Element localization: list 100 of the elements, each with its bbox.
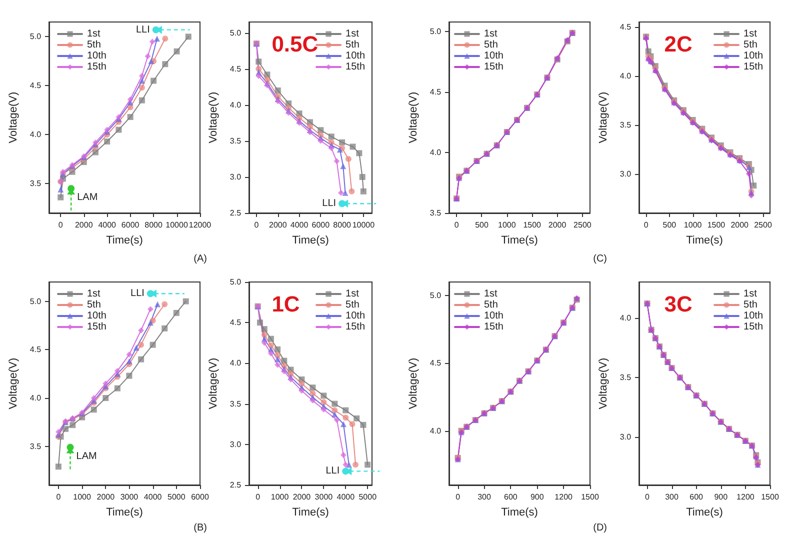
legend-label: 15th xyxy=(744,322,764,332)
y-tick-label: 3.0 xyxy=(620,432,632,442)
x-tick-label: 1500 xyxy=(707,220,726,230)
x-tick-label: 0 xyxy=(644,220,649,230)
x-axis-title: Time(s) xyxy=(501,506,538,518)
x-tick-label: 0 xyxy=(456,492,461,502)
y-axis-title: Voltage(V) xyxy=(408,358,420,410)
legend-label: 5th xyxy=(87,40,101,50)
y-tick-label: 5.0 xyxy=(230,278,242,286)
y-tick-label: 5.0 xyxy=(230,28,242,38)
annotation: LAM xyxy=(76,450,97,462)
x-tick-label: 4000 xyxy=(336,492,356,502)
legend-label: 5th xyxy=(484,40,498,50)
x-tick-label: 500 xyxy=(662,220,677,230)
x-tick-label: 1000 xyxy=(684,220,702,230)
y-tick-label: 4.5 xyxy=(30,81,42,90)
legend-label: 1st xyxy=(346,28,360,40)
x-tick-label: 1000 xyxy=(270,492,290,502)
text: (A) xyxy=(194,254,208,264)
y-axis-title: Voltage(V) xyxy=(408,92,420,144)
legend-label: 15th xyxy=(484,322,504,332)
legend-label: 10th xyxy=(346,50,366,62)
chart-title: 0.5C xyxy=(272,32,318,56)
x-tick-label: 0 xyxy=(644,492,650,502)
y-axis-title: Voltage(V) xyxy=(208,358,220,410)
x-tick-label: 1500 xyxy=(523,220,542,230)
legend-label: 15th xyxy=(346,322,366,332)
legend-label: 1st xyxy=(87,288,101,300)
y-tick-label: 5.0 xyxy=(430,291,442,300)
x-axis-title: Time(s) xyxy=(106,234,143,246)
annotation: LLI xyxy=(130,288,144,300)
legend-label: 1st xyxy=(744,28,758,40)
legend-label: 1st xyxy=(87,28,101,40)
x-tick-label: 0 xyxy=(256,492,261,502)
x-tick-label: 5000 xyxy=(358,492,378,502)
x-tick-label: 4000 xyxy=(290,220,309,230)
y-axis-title: Voltage(V) xyxy=(598,358,610,410)
x-tick-label: 500 xyxy=(475,220,489,230)
x-tick-label: 900 xyxy=(530,492,544,502)
x-tick-label: 2500 xyxy=(754,220,772,230)
y-axis-title: Voltage(V) xyxy=(8,92,20,144)
x-tick-label: 3000 xyxy=(120,492,139,502)
legend-label: 10th xyxy=(346,310,366,322)
x-axis-title: Time(s) xyxy=(106,506,143,518)
x-tick-label: 0 xyxy=(254,220,260,230)
y-axis-title: Voltage(V) xyxy=(8,358,20,410)
y-tick-label: 4.5 xyxy=(430,358,442,368)
x-tick-label: 2000 xyxy=(96,492,116,502)
x-tick-label: 6000 xyxy=(312,220,330,230)
legend-label: 10th xyxy=(744,310,764,322)
y-tick-label: 4.0 xyxy=(30,394,42,402)
x-tick-label: 10000 xyxy=(166,220,188,230)
y-axis-title: Voltage(V) xyxy=(208,92,220,144)
y-tick-label: 4.0 xyxy=(230,358,242,368)
y-tick-label: 4.5 xyxy=(30,345,42,354)
y-tick-label: 4.0 xyxy=(620,71,632,80)
x-tick-label: 4000 xyxy=(144,492,162,502)
chart-title: 3C xyxy=(664,292,692,316)
y-tick-label: 4.0 xyxy=(430,148,442,158)
y-tick-label: 4.0 xyxy=(230,100,242,110)
x-tick-label: 1500 xyxy=(761,492,780,502)
x-tick-label: 0 xyxy=(58,220,64,230)
legend-label: 5th xyxy=(87,300,101,310)
x-tick-label: 2000 xyxy=(292,492,312,502)
legend-label: 15th xyxy=(744,62,764,72)
y-tick-label: 3.0 xyxy=(230,172,242,182)
x-axis-title: Time(s) xyxy=(501,234,538,246)
y-tick-label: 3.5 xyxy=(430,208,442,218)
x-tick-label: 1000 xyxy=(498,220,516,230)
legend-label: 10th xyxy=(87,50,106,62)
x-tick-label: 2500 xyxy=(574,220,592,230)
text: (D) xyxy=(593,522,608,534)
x-tick-label: 4000 xyxy=(98,220,117,230)
legend-label: 15th xyxy=(87,62,106,72)
x-tick-label: 300 xyxy=(665,492,679,502)
y-tick-label: 5.0 xyxy=(30,32,42,42)
y-tick-label: 3.5 xyxy=(230,136,242,146)
legend-label: 5th xyxy=(484,300,498,310)
text: (B) xyxy=(194,522,208,534)
x-tick-label: 1200 xyxy=(554,492,574,502)
x-tick-label: 10000 xyxy=(352,220,376,230)
y-tick-label: 4.5 xyxy=(230,318,242,328)
legend-label: 5th xyxy=(744,300,758,310)
legend-label: 5th xyxy=(346,300,360,310)
legend-label: 5th xyxy=(346,40,360,50)
x-tick-label: 2000 xyxy=(730,220,750,230)
legend-label: 1st xyxy=(744,288,758,300)
y-tick-label: 4.0 xyxy=(430,426,442,436)
annotation: LLI xyxy=(326,466,340,477)
x-axis-title: Time(s) xyxy=(686,506,723,518)
y-tick-label: 3.5 xyxy=(620,120,632,130)
y-tick-label: 3.5 xyxy=(30,442,42,451)
x-tick-label: 300 xyxy=(478,492,492,502)
chart-title: 1C xyxy=(272,292,300,316)
x-tick-label: 1200 xyxy=(736,492,755,502)
annotation: LLI xyxy=(136,24,150,36)
x-tick-label: 12000 xyxy=(188,220,212,230)
y-tick-label: 4.5 xyxy=(230,64,242,74)
legend-label: 10th xyxy=(87,310,106,322)
y-tick-label: 2.5 xyxy=(230,480,242,490)
